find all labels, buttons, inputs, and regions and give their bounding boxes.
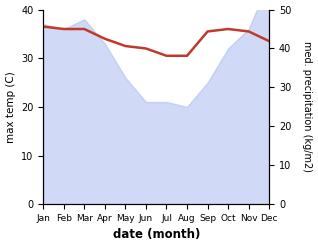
Y-axis label: med. precipitation (kg/m2): med. precipitation (kg/m2) <box>302 41 313 172</box>
Y-axis label: max temp (C): max temp (C) <box>5 71 16 143</box>
X-axis label: date (month): date (month) <box>113 228 200 242</box>
